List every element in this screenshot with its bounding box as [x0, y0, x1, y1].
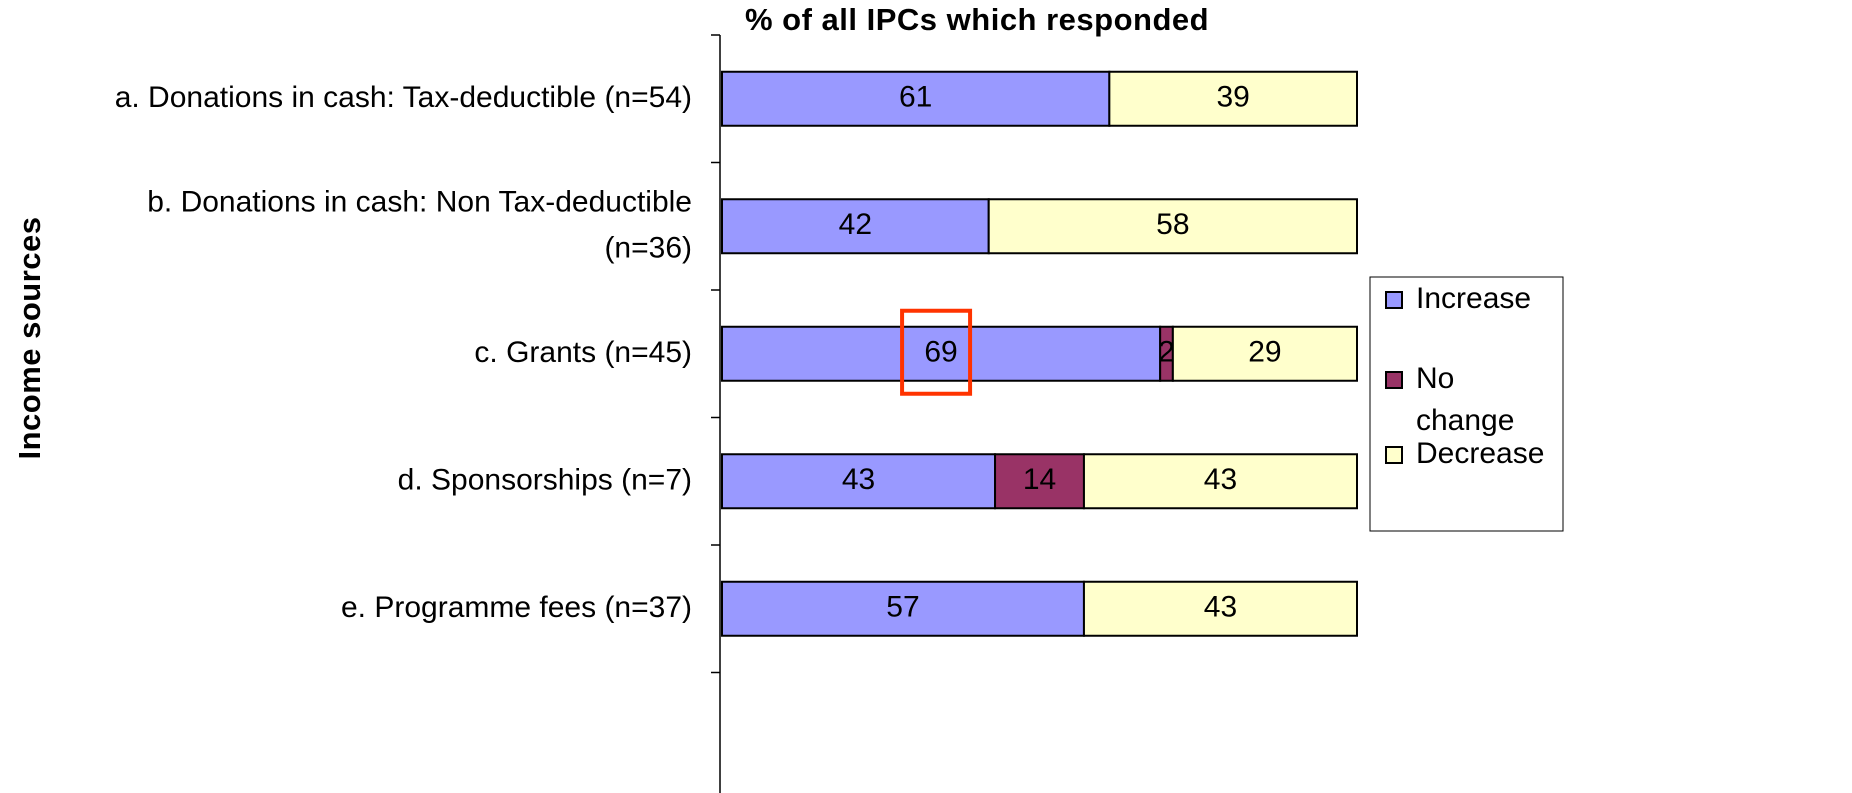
y-tick-label: d. Sponsorships (n=7) [398, 463, 692, 496]
bar-segment [721, 580, 1085, 637]
legend-label: No change [1416, 362, 1514, 437]
highlight-box [900, 308, 973, 396]
legend-swatch [1385, 291, 1403, 309]
bar-segment [1082, 580, 1358, 637]
y-tick-label: e. Programme fees (n=37) [341, 591, 692, 624]
y-tick-label: c. Grants (n=45) [474, 336, 692, 369]
data-label: 43 [842, 463, 875, 496]
data-label: 43 [1204, 463, 1237, 496]
data-label: 2 [1158, 336, 1175, 369]
data-label: 57 [886, 591, 919, 624]
legend-label: Increase [1416, 282, 1531, 315]
y-axis-label: Income sources [12, 216, 47, 459]
bar-segment [721, 198, 990, 255]
bar-segment [721, 70, 1111, 127]
bar-segment [994, 453, 1085, 510]
y-tick-label: a. Donations in cash: Tax-deductible (n=… [115, 81, 692, 114]
data-label: 29 [1248, 336, 1281, 369]
chart-title: % of all IPCs which responded [745, 2, 1209, 37]
bar-segment [721, 325, 1162, 382]
data-label: 61 [899, 81, 932, 114]
bar-segment [1082, 453, 1358, 510]
bar-segment [1108, 70, 1358, 127]
data-label: 69 [924, 336, 957, 369]
legend-swatch [1385, 446, 1403, 464]
bar-segment [1171, 325, 1358, 382]
data-label: 39 [1216, 81, 1249, 114]
data-label: 43 [1204, 591, 1237, 624]
data-label: 58 [1156, 208, 1189, 241]
legend-box [1369, 276, 1564, 532]
data-label: 42 [839, 208, 872, 241]
legend-swatch [1385, 371, 1403, 389]
bar-segment [987, 198, 1358, 255]
data-label: 14 [1023, 463, 1056, 496]
y-tick-label: b. Donations in cash: Non Tax-deductible… [147, 185, 692, 264]
legend-label: Decrease [1416, 437, 1544, 470]
